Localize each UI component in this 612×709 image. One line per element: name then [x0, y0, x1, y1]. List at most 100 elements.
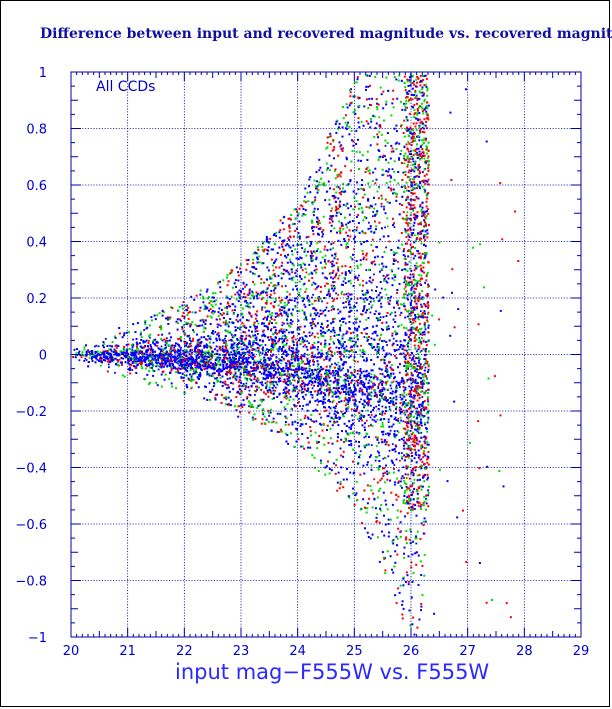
data-point	[259, 381, 262, 384]
data-point	[165, 350, 168, 353]
data-point	[221, 345, 224, 348]
data-point	[359, 370, 362, 372]
data-point	[332, 327, 335, 329]
data-point	[163, 354, 166, 357]
data-point	[400, 381, 403, 383]
data-point	[258, 354, 261, 357]
data-point	[348, 301, 350, 304]
data-point	[272, 269, 275, 272]
data-point	[342, 367, 344, 370]
data-point	[329, 400, 331, 403]
data-point	[238, 328, 241, 331]
data-point	[285, 355, 288, 357]
data-point	[399, 314, 402, 316]
data-point	[365, 327, 368, 330]
data-point	[362, 279, 364, 282]
data-point	[360, 398, 362, 401]
data-point	[412, 355, 415, 357]
data-point	[389, 429, 392, 432]
data-point	[370, 404, 372, 407]
data-point	[387, 273, 390, 276]
data-point	[358, 274, 360, 277]
data-point	[397, 239, 400, 242]
data-point	[356, 418, 359, 420]
data-point	[399, 396, 402, 399]
data-point	[264, 344, 267, 346]
data-point	[230, 334, 233, 336]
data-point	[365, 435, 367, 438]
data-point	[170, 367, 173, 370]
data-point	[424, 362, 427, 365]
data-point	[348, 300, 351, 302]
data-point	[148, 339, 150, 342]
data-point	[221, 369, 224, 372]
data-point	[252, 364, 255, 366]
data-point	[337, 293, 339, 296]
data-point	[80, 356, 83, 359]
data-point	[148, 347, 151, 350]
data-point	[312, 293, 314, 296]
data-point	[325, 385, 328, 387]
data-point	[316, 404, 319, 406]
data-point	[311, 371, 314, 373]
data-point	[334, 374, 337, 377]
data-point	[234, 371, 237, 374]
data-point	[320, 368, 322, 371]
data-point	[212, 341, 215, 344]
data-point	[412, 160, 415, 163]
data-point	[366, 333, 368, 335]
data-point	[391, 270, 394, 273]
data-point	[311, 332, 314, 335]
data-point	[78, 359, 81, 362]
data-point	[302, 345, 305, 348]
data-point	[318, 296, 320, 298]
data-point	[317, 346, 319, 348]
data-point	[423, 302, 425, 305]
data-point	[234, 377, 237, 380]
data-point	[402, 466, 405, 469]
data-point	[116, 361, 119, 364]
data-point	[260, 344, 263, 346]
data-point	[327, 310, 330, 312]
data-point	[115, 354, 118, 357]
data-point	[338, 391, 340, 393]
data-point	[400, 323, 403, 326]
data-point	[374, 459, 377, 462]
data-point	[194, 366, 197, 369]
data-point	[179, 351, 182, 354]
data-point	[253, 355, 256, 358]
data-point	[297, 392, 300, 395]
data-point	[208, 382, 211, 385]
data-point	[410, 300, 413, 302]
data-point	[331, 371, 333, 374]
data-point	[243, 357, 245, 360]
data-point	[290, 373, 293, 376]
data-point	[374, 392, 377, 395]
data-point	[177, 353, 180, 355]
data-point	[309, 347, 312, 350]
data-point	[282, 357, 285, 360]
data-point	[411, 378, 414, 380]
data-point	[417, 373, 419, 376]
data-point	[208, 354, 211, 357]
data-point	[326, 372, 329, 375]
data-point	[333, 329, 336, 332]
data-point	[246, 358, 249, 361]
data-point	[329, 350, 332, 352]
data-point	[358, 389, 361, 392]
data-point	[155, 365, 157, 368]
data-point	[312, 281, 315, 284]
data-point	[365, 206, 368, 208]
data-point	[173, 346, 176, 349]
data-point	[139, 349, 142, 352]
data-point	[418, 337, 421, 339]
data-point	[382, 345, 384, 348]
data-point	[392, 326, 395, 328]
data-point	[403, 281, 405, 284]
data-point	[270, 327, 273, 330]
data-point	[310, 393, 312, 396]
data-point	[388, 240, 391, 243]
data-point	[334, 407, 337, 410]
data-point	[229, 373, 232, 375]
